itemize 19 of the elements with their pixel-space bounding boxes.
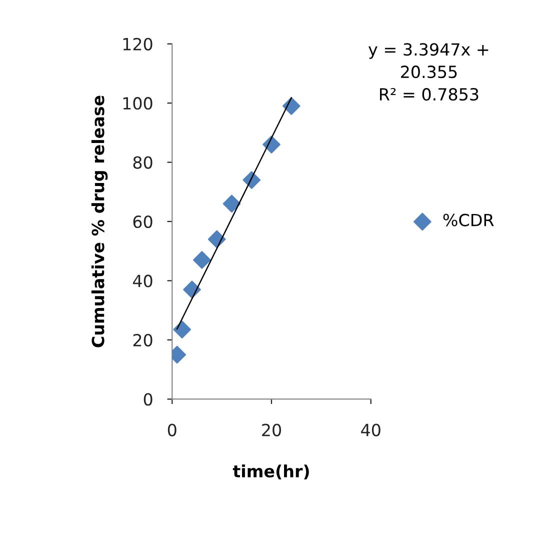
point	[222, 194, 241, 213]
point	[173, 320, 191, 338]
x-tick-label: 40	[361, 424, 380, 436]
point	[183, 280, 201, 298]
y-tick-label: 120	[123, 38, 152, 50]
x-tick-label: 20	[262, 424, 281, 436]
y-tick-label: 40	[132, 274, 152, 288]
y-tick-label: 20	[133, 334, 152, 346]
point	[208, 230, 226, 248]
point	[193, 251, 211, 269]
x-tick-label: 0	[168, 424, 176, 436]
y-tick-label: 0	[144, 393, 152, 406]
legend-label: %CDR	[443, 214, 494, 226]
annotation: y = 3.3947x + 20.355 R² = 0.7853	[368, 43, 488, 101]
y-tick-label: 100	[123, 97, 152, 110]
x-axis-title: time(hr)	[232, 464, 309, 480]
y-axis-title: Cumulative % drug release	[91, 96, 108, 348]
y-tick-label: 80	[133, 156, 152, 169]
y-tick-label: 60	[133, 215, 152, 228]
